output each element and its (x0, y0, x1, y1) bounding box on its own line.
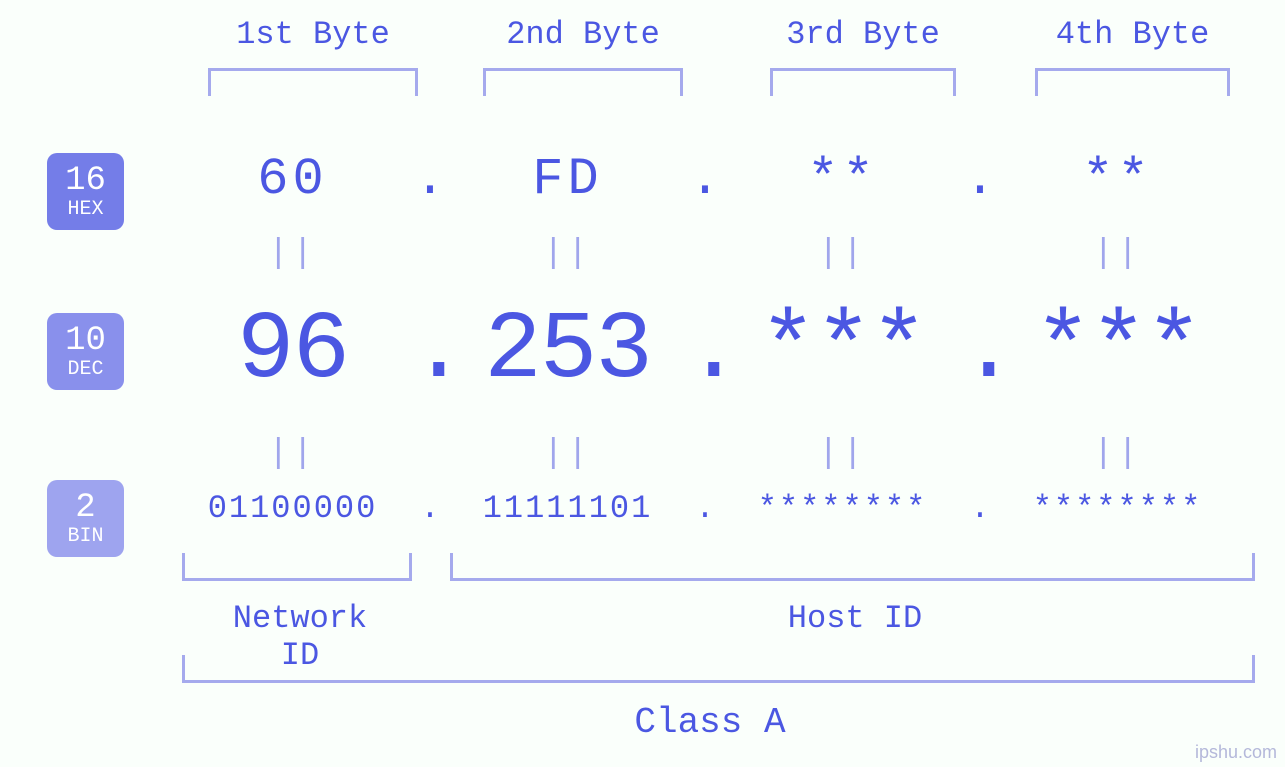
hex-byte-2: FD (450, 150, 685, 209)
class-label: Class A (600, 702, 820, 743)
base-badge-dec-number: 10 (65, 324, 106, 358)
dec-byte-4: *** (1000, 296, 1235, 405)
equals-icon: || (1000, 435, 1235, 473)
dot-icon: . (685, 296, 725, 405)
byte-header-2: 2nd Byte (483, 16, 683, 53)
equals-icon: || (175, 435, 410, 473)
byte-header-3: 3rd Byte (770, 16, 956, 53)
base-badge-bin-number: 2 (75, 491, 95, 525)
equals-icon: || (725, 435, 960, 473)
bin-row: 01100000 . 11111101 . ******** . *******… (175, 490, 1275, 527)
top-bracket-2 (483, 68, 683, 96)
hex-byte-4: ** (1000, 150, 1235, 209)
base-badge-dec-name: DEC (67, 360, 103, 380)
base-badge-dec: 10 DEC (47, 313, 124, 390)
base-badge-bin-name: BIN (67, 527, 103, 547)
base-badge-hex: 16 HEX (47, 153, 124, 230)
dot-icon: . (685, 150, 725, 209)
equals-icon: || (1000, 235, 1235, 273)
equals-icon: || (450, 435, 685, 473)
dot-icon: . (960, 150, 1000, 209)
host-id-bracket (450, 553, 1255, 581)
dot-icon: . (410, 490, 450, 527)
byte-header-4: 4th Byte (1035, 16, 1230, 53)
dec-row: 96 . 253 . *** . *** (175, 296, 1275, 405)
equals-row-2: || || || || (175, 435, 1275, 473)
network-id-bracket (182, 553, 412, 581)
hex-byte-3: ** (725, 150, 960, 209)
bin-byte-4: ******** (1000, 490, 1235, 527)
top-bracket-3 (770, 68, 956, 96)
bin-byte-1: 01100000 (175, 490, 410, 527)
bin-byte-3: ******** (725, 490, 960, 527)
base-badge-bin: 2 BIN (47, 480, 124, 557)
top-bracket-4 (1035, 68, 1230, 96)
byte-header-1: 1st Byte (208, 16, 418, 53)
hex-row: 60 . FD . ** . ** (175, 150, 1275, 209)
host-id-label: Host ID (780, 600, 930, 637)
dot-icon: . (685, 490, 725, 527)
equals-row-1: || || || || (175, 235, 1275, 273)
base-badge-hex-name: HEX (67, 200, 103, 220)
top-bracket-1 (208, 68, 418, 96)
dot-icon: . (960, 296, 1000, 405)
equals-icon: || (450, 235, 685, 273)
watermark: ipshu.com (1195, 742, 1277, 763)
base-badge-hex-number: 16 (65, 164, 106, 198)
dot-icon: . (410, 150, 450, 209)
class-bracket (182, 655, 1255, 683)
dec-byte-3: *** (725, 296, 960, 405)
hex-byte-1: 60 (175, 150, 410, 209)
equals-icon: || (725, 235, 960, 273)
dec-byte-2: 253 (450, 296, 685, 405)
dot-icon: . (960, 490, 1000, 527)
dec-byte-1: 96 (175, 296, 410, 405)
dot-icon: . (410, 296, 450, 405)
equals-icon: || (175, 235, 410, 273)
bin-byte-2: 11111101 (450, 490, 685, 527)
